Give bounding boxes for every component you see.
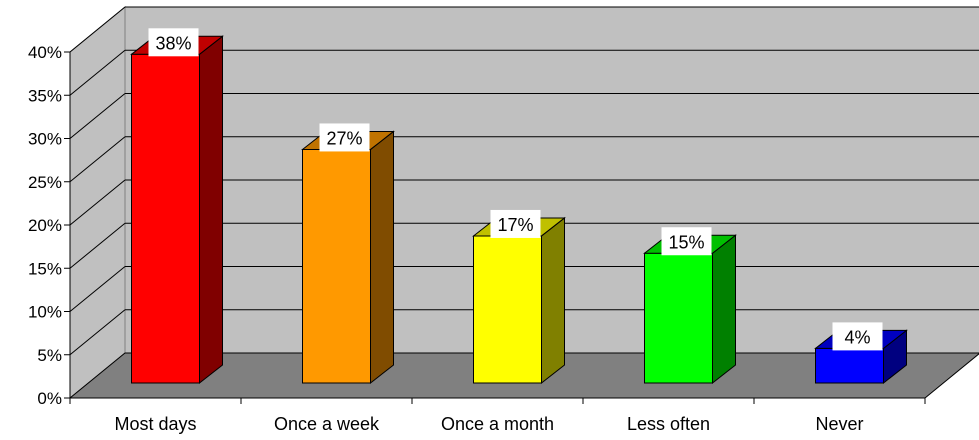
bar-side bbox=[712, 234, 736, 385]
y-tick-label: 35% bbox=[28, 86, 62, 105]
gridline-side bbox=[69, 6, 126, 53]
bar-side bbox=[199, 35, 223, 385]
data-label-box bbox=[148, 28, 199, 57]
gridlines bbox=[69, 6, 979, 356]
gridline-side bbox=[69, 222, 126, 269]
gridline-side bbox=[69, 49, 126, 96]
x-tick-label: Most days bbox=[114, 414, 196, 434]
axes: 0% 5% 10% 15% 20% 25% 30% 35% 40% Most days Once a… bbox=[28, 43, 926, 434]
data-label-box bbox=[319, 123, 370, 152]
y-tick-label: 20% bbox=[28, 216, 62, 235]
x-tick-label: Once a week bbox=[274, 414, 380, 434]
bar-front bbox=[815, 347, 884, 384]
data-label: 38% bbox=[155, 33, 191, 53]
x-tick-label: Less often bbox=[627, 414, 710, 434]
bar-side bbox=[370, 130, 394, 385]
data-label-box bbox=[661, 227, 712, 256]
x-tick-label: Once a month bbox=[441, 414, 554, 434]
data-labels: 38% 27% 17% 15% 4% bbox=[148, 28, 883, 351]
data-label: 17% bbox=[497, 215, 533, 235]
gridline-side bbox=[69, 266, 126, 312]
data-label: 4% bbox=[844, 327, 870, 347]
bar-front bbox=[131, 53, 200, 384]
y-tick-label: 10% bbox=[28, 303, 62, 322]
bar-front bbox=[302, 148, 371, 384]
data-label: 27% bbox=[326, 128, 362, 148]
x-tick-label: Never bbox=[815, 414, 863, 434]
y-tick-label: 15% bbox=[28, 259, 62, 278]
y-tick-label: 5% bbox=[37, 346, 62, 365]
y-tick-label: 25% bbox=[28, 173, 62, 192]
bar-side bbox=[541, 216, 565, 385]
gridline-side bbox=[69, 179, 126, 226]
data-label-box bbox=[832, 322, 883, 351]
y-tick-label: 0% bbox=[37, 389, 62, 408]
bar-front bbox=[473, 235, 542, 384]
gridline-side bbox=[69, 93, 126, 139]
gridline-side bbox=[69, 136, 126, 183]
bar-front bbox=[644, 252, 713, 384]
y-tick-label: 40% bbox=[28, 43, 62, 62]
y-tick-label: 30% bbox=[28, 130, 62, 149]
gridline-side bbox=[69, 309, 126, 356]
bars bbox=[130, 35, 908, 385]
data-label-box bbox=[490, 209, 541, 238]
data-label: 15% bbox=[668, 232, 704, 252]
